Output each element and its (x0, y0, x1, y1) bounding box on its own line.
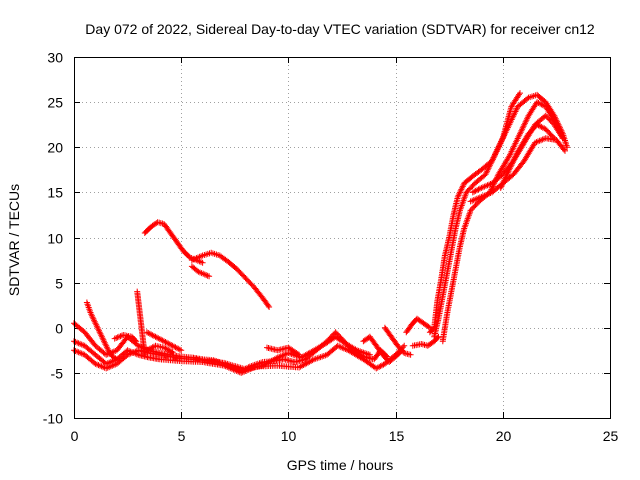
data-marks (497, 121, 558, 191)
data-marks (403, 315, 433, 336)
data-series-arc-l (264, 344, 303, 358)
y-axis-label: SDTVAR / TECUs (6, 184, 22, 296)
data-marks (431, 91, 571, 340)
data-marks (143, 329, 185, 354)
x-tick-label: 20 (496, 428, 512, 444)
data-marks (188, 249, 273, 310)
y-tick-label: 5 (55, 276, 63, 292)
data-marks (467, 135, 568, 205)
data-marks (264, 344, 303, 358)
y-tick-label: 30 (47, 50, 63, 66)
data-marks (360, 333, 405, 365)
y-tick-label: 25 (47, 95, 63, 111)
data-series-arc-g (143, 329, 185, 354)
y-tick-label: -10 (43, 411, 63, 427)
data-marks (134, 288, 148, 358)
data-marks (381, 324, 414, 358)
data-series-arc-n (381, 324, 414, 358)
data-marks (143, 342, 176, 356)
data-marks (111, 332, 140, 345)
y-tick-label: 15 (47, 185, 63, 201)
data-series-arc-v (467, 135, 568, 205)
data-marks (83, 299, 120, 363)
chart-title: Day 072 of 2022, Sidereal Day-to-day VTE… (85, 21, 595, 37)
data-series-arc-f (134, 288, 148, 358)
data-series-arc-m (360, 333, 405, 365)
data-series-arc-e (111, 332, 140, 345)
grid-layer (74, 57, 610, 418)
data-series-arc-p (409, 333, 442, 349)
x-tick-label: 0 (71, 428, 79, 444)
data-series-arc-d (83, 299, 120, 363)
data-marks (188, 263, 213, 280)
data-layer (71, 90, 571, 376)
x-tick-label: 10 (281, 428, 297, 444)
data-series-arc-r (431, 91, 571, 340)
y-tick-label: -5 (51, 366, 64, 382)
plot-frame (74, 57, 611, 419)
data-series-arc-u (497, 121, 558, 191)
data-series-arc-o (403, 315, 433, 336)
data-marks (409, 333, 442, 349)
x-tick-label: 25 (603, 428, 619, 444)
data-series-arc-k (188, 263, 213, 280)
data-series-arc-j (188, 249, 273, 310)
y-tick-label: 20 (47, 140, 63, 156)
x-tick-label: 5 (178, 428, 186, 444)
y-tick-label: 10 (47, 231, 63, 247)
data-series-arc-h (143, 342, 176, 356)
y-tick-label: 0 (55, 321, 63, 337)
x-tick-label: 15 (389, 428, 405, 444)
x-axis-label: GPS time / hours (287, 457, 394, 473)
